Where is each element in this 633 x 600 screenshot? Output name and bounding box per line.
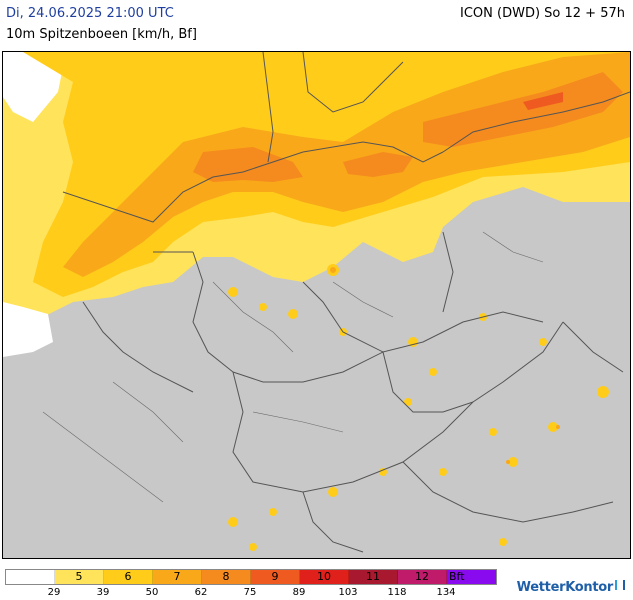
legend-tick-label: 103 [338,587,358,598]
legend-tick-label: 75 [243,587,257,598]
wind-gust-map [2,51,631,559]
legend-box-label: 6 [124,570,132,583]
legend-box-label: 7 [173,570,181,583]
legend-box: 12 [398,570,447,584]
legend-tick-label: 29 [47,587,61,598]
legend-tick-label: 62 [194,587,208,598]
legend-box: 8 [202,570,251,584]
legend-box: 10 [300,570,349,584]
legend-box: 9 [251,570,300,584]
legend-tick-label: 39 [96,587,110,598]
legend-box-label: 9 [271,570,279,583]
legend-box: 6 [104,570,153,584]
legend-tick-label: 118 [387,587,407,598]
brand-logo: WetterKontor [517,580,625,595]
legend-ticks: 29 39 50 62 75 89 103 118 134 [5,587,505,599]
legend-box-label: 12 [415,570,429,583]
legend-tick-label: 134 [436,587,456,598]
legend-box: 7 [153,570,202,584]
legend-box: 11 [349,570,398,584]
legend-box-label: Bft [449,570,465,583]
legend-box: Bft [447,570,496,584]
legend-tick-label: 50 [145,587,159,598]
legend-box-label: 10 [317,570,331,583]
legend-box [6,570,55,584]
legend-box-label: 5 [75,570,83,583]
legend-box-label: 8 [222,570,230,583]
legend-box-label: 11 [366,570,380,583]
valid-time-label: Di, 24.06.2025 21:00 UTC [6,6,174,21]
parameter-label: 10m Spitzenboeen [km/h, Bf] [6,27,197,42]
model-run-label: ICON (DWD) So 12 + 57h [460,6,625,21]
color-legend: 5 6 7 8 9 10 11 12 Bft [5,569,497,585]
legend-box: 5 [55,570,104,584]
legend-tick-label: 89 [292,587,306,598]
